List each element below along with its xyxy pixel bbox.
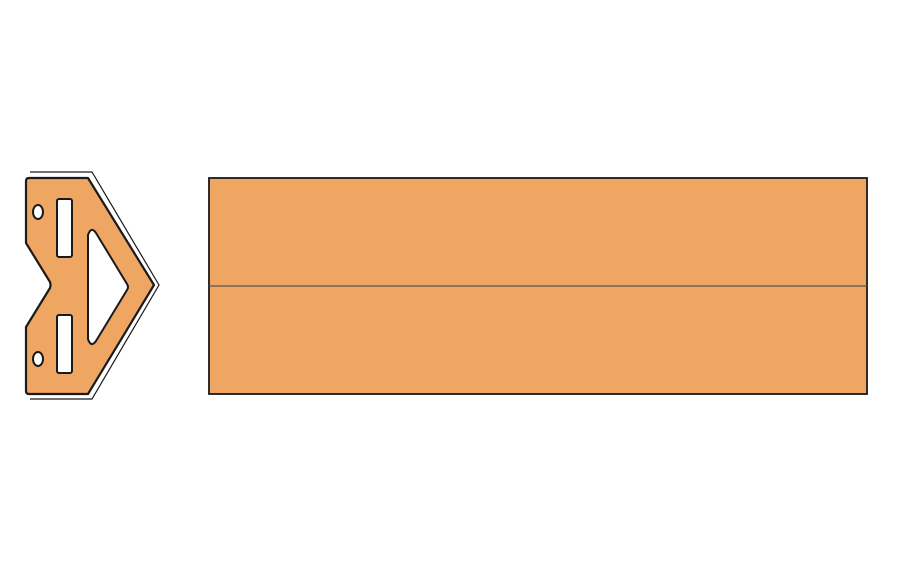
slot-top — [56, 198, 73, 258]
mounting-hole-top — [32, 204, 44, 220]
mounting-hole-bottom — [32, 351, 44, 367]
bracket-offset-outline — [30, 171, 160, 400]
triangular-cutout — [87, 229, 129, 345]
slot-bottom — [56, 314, 73, 374]
rectangular-panel — [208, 177, 868, 395]
end-bracket — [24, 171, 160, 400]
